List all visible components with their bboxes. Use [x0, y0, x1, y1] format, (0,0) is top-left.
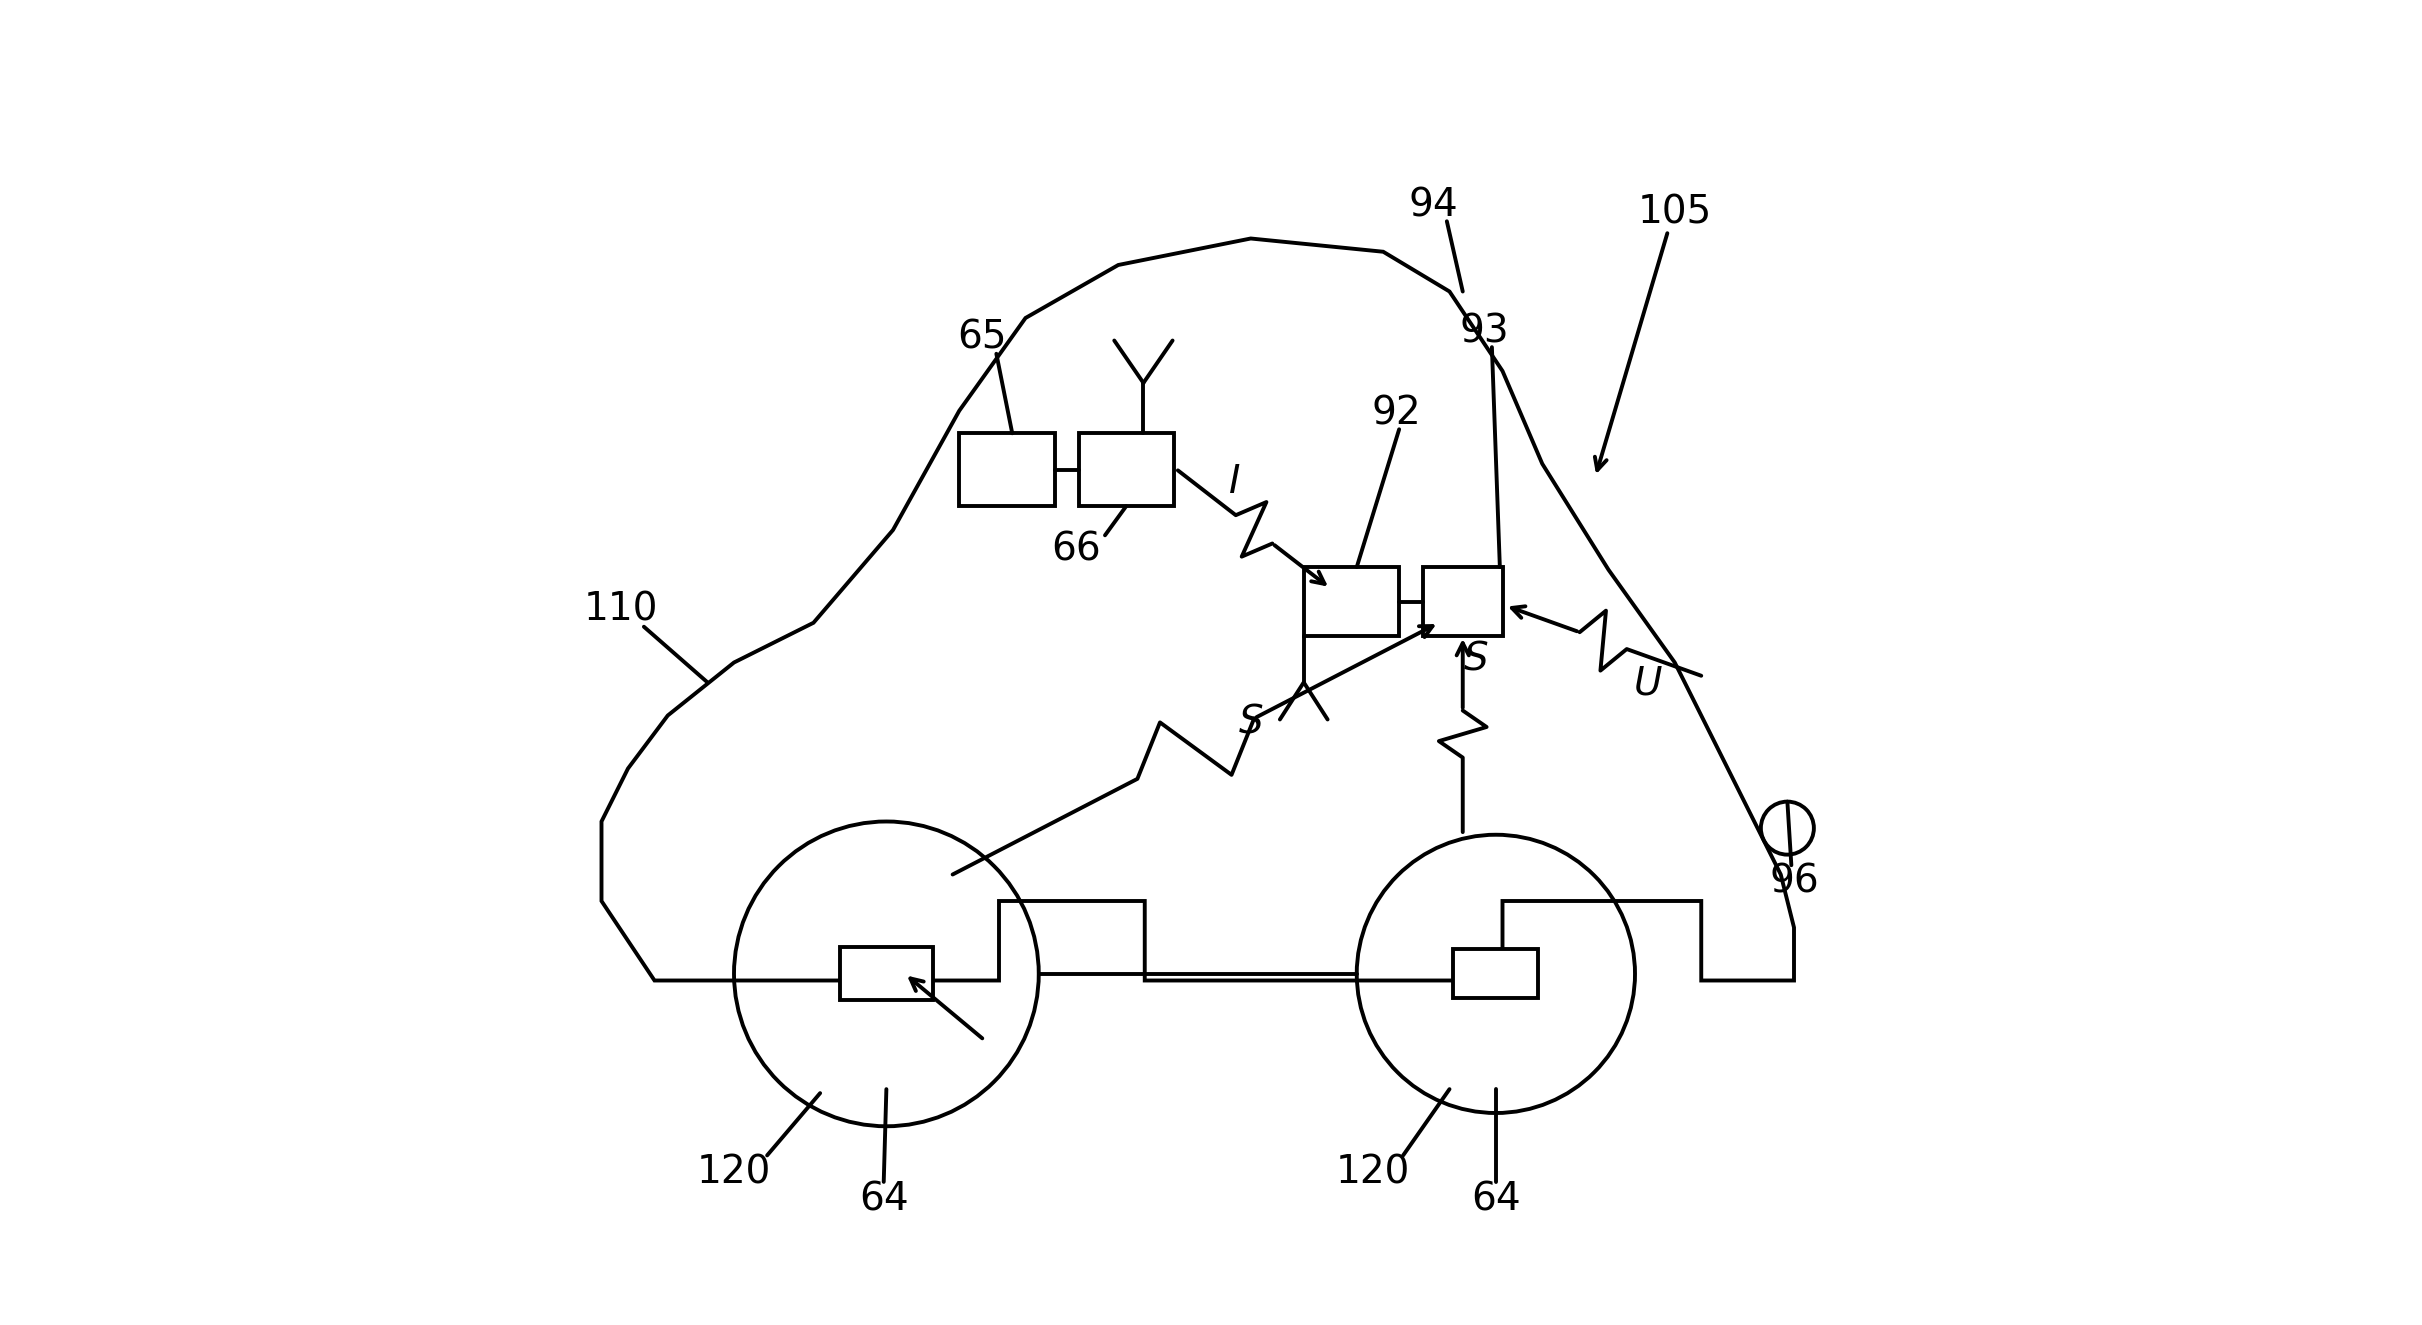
Text: S: S	[1238, 704, 1262, 741]
Text: 94: 94	[1410, 187, 1458, 224]
Text: 120: 120	[698, 1154, 770, 1191]
Text: I: I	[1228, 464, 1240, 501]
Bar	[1453, 949, 1538, 998]
Text: U: U	[1635, 665, 1661, 702]
Text: 66: 66	[1051, 531, 1100, 568]
Text: 64: 64	[1470, 1181, 1521, 1218]
Text: 105: 105	[1637, 193, 1712, 231]
Bar	[840, 947, 932, 1000]
Text: 120: 120	[1335, 1154, 1410, 1191]
Text: 93: 93	[1458, 313, 1509, 350]
Bar	[959, 433, 1054, 506]
Text: 64: 64	[860, 1181, 908, 1218]
Text: 110: 110	[584, 591, 659, 628]
Text: S: S	[1463, 641, 1487, 678]
Bar	[1078, 433, 1175, 506]
Text: 92: 92	[1371, 395, 1422, 432]
Text: 96: 96	[1768, 863, 1819, 900]
Bar	[1424, 567, 1502, 636]
Bar	[1303, 567, 1400, 636]
Text: 65: 65	[957, 319, 1008, 356]
